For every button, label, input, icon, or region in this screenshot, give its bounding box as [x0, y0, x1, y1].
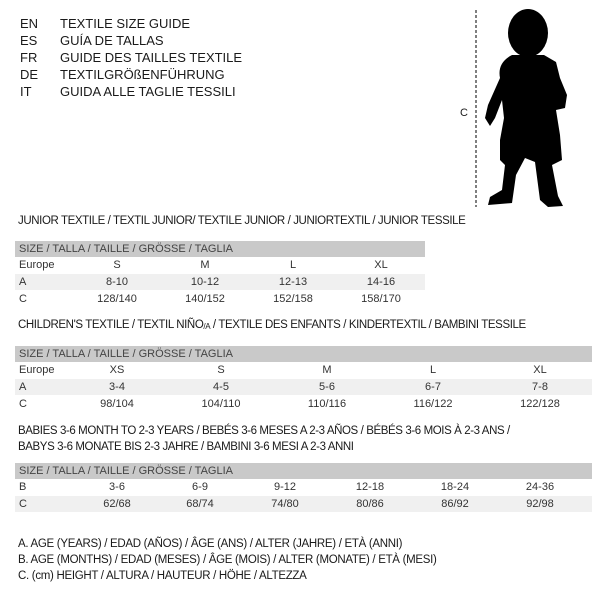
- cell: 68/74: [186, 498, 214, 510]
- row-label: Europe: [19, 364, 55, 376]
- cell: 86/92: [441, 498, 469, 510]
- table-row: A 3-4 4-5 5-6 6-7 7-8: [15, 379, 592, 395]
- legend-b: B. AGE (MONTHS) / EDAD (MESES) / ÂGE (MO…: [18, 554, 437, 566]
- title-subscript: /A: [203, 322, 211, 331]
- row-label: B: [19, 481, 27, 493]
- cell: 5-6: [319, 381, 335, 393]
- cell: 116/122: [413, 398, 453, 410]
- cell: 122/128: [520, 398, 560, 410]
- cell: 9-12: [273, 481, 297, 493]
- table-header: SIZE / TALLA / TAILLE / GRÖSSE / TAGLIA: [15, 346, 592, 362]
- cell: 18-24: [440, 481, 470, 493]
- cell: 158/170: [361, 293, 401, 305]
- cell: 12-18: [355, 481, 385, 493]
- row-label: C: [19, 398, 27, 410]
- lang-title: GUIDE DES TAILLES TEXTILE: [60, 50, 243, 65]
- cell: 128/140: [97, 293, 137, 305]
- cell: 7-8: [532, 381, 548, 393]
- lang-code: ES: [20, 33, 38, 48]
- table-row: B 3-6 6-9 9-12 12-18 18-24 24-36: [15, 479, 592, 495]
- cell: 80/86: [356, 498, 384, 510]
- cell: 4-5: [213, 381, 229, 393]
- cell: 6-7: [425, 381, 441, 393]
- child-silhouette-icon: [475, 9, 567, 207]
- lang-title: GUÍA DE TALLAS: [60, 33, 164, 48]
- table-row: Europe XS S M L XL: [15, 362, 592, 378]
- row-label: C: [19, 293, 27, 305]
- lang-title: TEXTILGRÖßENFÜHRUNG: [60, 67, 225, 82]
- babies-title-line2: BABYS 3-6 MONATE BIS 2-3 JAHRE / BAMBINI…: [18, 441, 354, 453]
- cell: 140/152: [185, 293, 225, 305]
- title-part: CHILDREN'S TEXTILE / TEXTIL NIÑO: [18, 319, 204, 331]
- cell: XL: [533, 364, 547, 376]
- cell: 98/104: [100, 398, 134, 410]
- table-header: SIZE / TALLA / TAILLE / GRÖSSE / TAGLIA: [15, 463, 592, 479]
- cell: 74/80: [271, 498, 299, 510]
- table-header: SIZE / TALLA / TAILLE / GRÖSSE / TAGLIA: [15, 241, 425, 257]
- cell: M: [200, 259, 210, 271]
- cell: XL: [374, 259, 388, 271]
- cell: 14-16: [366, 276, 396, 288]
- lang-code: FR: [20, 50, 38, 65]
- cell: 92/98: [526, 498, 554, 510]
- table-row: C 128/140 140/152 152/158 158/170: [15, 291, 425, 307]
- row-label: A: [19, 276, 27, 288]
- lang-code: EN: [20, 16, 39, 31]
- table-row: Europe S M L XL: [15, 257, 425, 273]
- cell: XS: [109, 364, 125, 376]
- lang-title: GUIDA ALLE TAGLIE TESSILI: [60, 84, 236, 99]
- babies-title-line1: BABIES 3-6 MONTH TO 2-3 YEARS / BEBÉS 3-…: [18, 425, 510, 437]
- legend-a: A. AGE (YEARS) / EDAD (AÑOS) / ÂGE (ANS)…: [18, 538, 403, 550]
- lang-code: DE: [20, 67, 39, 82]
- cell: 10-12: [190, 276, 220, 288]
- junior-title: JUNIOR TEXTILE / TEXTIL JUNIOR/ TEXTILE …: [18, 215, 466, 227]
- cell: 104/110: [201, 398, 241, 410]
- lang-code: IT: [20, 84, 32, 99]
- cell: 8-10: [105, 276, 129, 288]
- table-row: C 62/68 68/74 74/80 80/86 86/92 92/98: [15, 496, 592, 512]
- row-label: C: [19, 498, 27, 510]
- header-label: SIZE / TALLA / TAILLE / GRÖSSE / TAGLIA: [19, 348, 233, 360]
- cell: M: [322, 364, 332, 376]
- cell: L: [289, 259, 297, 271]
- lang-title: TEXTILE SIZE GUIDE: [60, 16, 191, 31]
- cell: 3-6: [109, 481, 125, 493]
- row-label: A: [19, 381, 27, 393]
- cell: 3-4: [109, 381, 125, 393]
- table-row: C 98/104 104/110 110/116 116/122 122/128: [15, 396, 592, 412]
- cell: 110/116: [307, 398, 347, 410]
- title-part: / TEXTILE DES ENFANTS / KINDERTEXTIL / B…: [210, 319, 526, 331]
- cell: S: [113, 259, 121, 271]
- cell: 62/68: [103, 498, 131, 510]
- header-label: SIZE / TALLA / TAILLE / GRÖSSE / TAGLIA: [19, 243, 233, 255]
- cell: 6-9: [192, 481, 208, 493]
- row-label: Europe: [19, 259, 55, 271]
- header-label: SIZE / TALLA / TAILLE / GRÖSSE / TAGLIA: [19, 465, 233, 477]
- cell: 152/158: [273, 293, 313, 305]
- legend-c: C. (cm) HEIGHT / ALTURA / HAUTEUR / HÖHE…: [18, 570, 307, 582]
- cell: L: [429, 364, 437, 376]
- cell: 12-13: [278, 276, 308, 288]
- height-label: C: [460, 107, 468, 119]
- children-title: CHILDREN'S TEXTILE / TEXTIL NIÑO/A / TEX…: [18, 319, 526, 331]
- table-row: A 8-10 10-12 12-13 14-16: [15, 274, 425, 290]
- cell: 24-36: [525, 481, 555, 493]
- cell: S: [217, 364, 225, 376]
